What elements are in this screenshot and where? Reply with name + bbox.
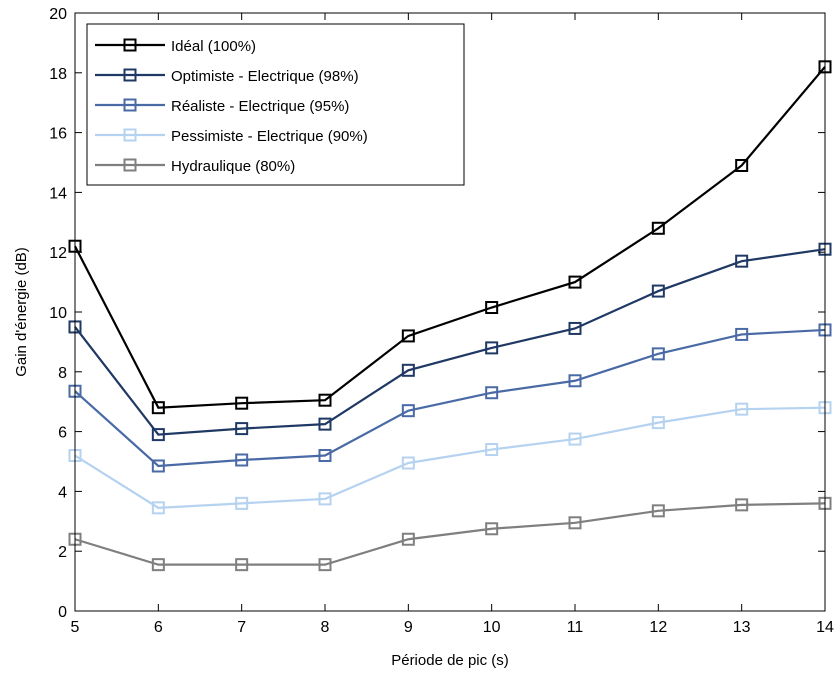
series-point: [735, 158, 749, 172]
series-point: [151, 501, 165, 515]
series-point: [485, 443, 499, 457]
series-line: [74, 248, 826, 436]
legend-marker: [123, 128, 137, 142]
y-tick-label: 0: [58, 604, 67, 621]
y-tick-label: 16: [49, 126, 67, 143]
x-tick-label: 10: [483, 619, 501, 636]
legend-label: Réaliste - Electrique (95%): [171, 98, 349, 115]
x-tick-label: 11: [567, 619, 584, 636]
series-point: [151, 558, 165, 572]
series-point: [235, 422, 249, 436]
x-tick-label: 14: [816, 619, 834, 636]
series-point: [401, 329, 415, 343]
series-point: [235, 453, 249, 467]
y-tick-label: 8: [58, 365, 67, 382]
series-point: [735, 498, 749, 512]
y-tick-label: 6: [58, 425, 67, 442]
legend-label: Hydraulique (80%): [171, 158, 295, 175]
series-point: [735, 402, 749, 416]
legend-marker: [123, 98, 137, 112]
series-point: [485, 386, 499, 400]
series-point: [651, 416, 665, 430]
series-point: [401, 532, 415, 546]
y-tick-label: 12: [49, 245, 67, 262]
series-point: [235, 558, 249, 572]
legend: Idéal (100%) Optimiste - Electrique (98%)…: [86, 23, 465, 186]
y-tick-label: 18: [49, 66, 67, 83]
series-point: [401, 363, 415, 377]
series-point: [651, 504, 665, 518]
y-tick-label: 2: [58, 544, 67, 561]
legend-label: Idéal (100%): [171, 38, 256, 55]
legend-label: Optimiste - Electrique (98%): [171, 68, 359, 85]
series-point: [401, 404, 415, 418]
x-axis-ticks: 5 6 7 8 9 10 11 12 13 14: [71, 13, 834, 636]
series-point: [568, 321, 582, 335]
series-point: [151, 428, 165, 442]
y-tick-label: 20: [49, 6, 67, 23]
series-point: [318, 393, 332, 407]
series-point: [735, 254, 749, 268]
y-tick-label: 14: [49, 185, 67, 202]
series-point: [318, 417, 332, 431]
series-point: [568, 275, 582, 289]
series-lines: [74, 66, 826, 566]
x-tick-label: 9: [404, 619, 413, 636]
series-point: [651, 284, 665, 298]
x-tick-label: 6: [154, 619, 163, 636]
series-line: [74, 406, 826, 509]
series-line: [74, 328, 826, 468]
series-point: [235, 396, 249, 410]
series-point: [235, 496, 249, 510]
series-point: [485, 522, 499, 536]
series-point: [735, 327, 749, 341]
series-point: [318, 492, 332, 506]
series-point: [485, 341, 499, 355]
y-tick-label: 4: [58, 484, 67, 501]
x-tick-label: 13: [733, 619, 751, 636]
series-line: [74, 502, 826, 566]
legend-label: Pessimiste - Electrique (90%): [171, 128, 368, 145]
series-point: [568, 516, 582, 530]
series-point: [568, 374, 582, 388]
series-point: [318, 449, 332, 463]
y-tick-label: 10: [49, 305, 67, 322]
series-point: [318, 558, 332, 572]
series-point: [151, 459, 165, 473]
x-tick-label: 12: [649, 619, 667, 636]
x-tick-label: 5: [71, 619, 80, 636]
series-point: [651, 221, 665, 235]
x-tick-label: 7: [237, 619, 246, 636]
series-point: [651, 347, 665, 361]
series-point: [485, 301, 499, 315]
series-line: [74, 66, 826, 409]
series-point: [151, 401, 165, 415]
x-tick-label: 8: [321, 619, 330, 636]
y-axis-ticks: 0 2 4 6 8 10 12 14 16 18 20: [49, 6, 825, 621]
legend-marker: [123, 158, 137, 172]
legend-marker: [123, 38, 137, 52]
series-point: [568, 432, 582, 446]
x-axis-label: Période de pic (s): [391, 652, 509, 669]
series-point: [401, 456, 415, 470]
y-axis-label: Gain d'énergie (dB): [13, 247, 30, 377]
legend-marker: [123, 68, 137, 82]
